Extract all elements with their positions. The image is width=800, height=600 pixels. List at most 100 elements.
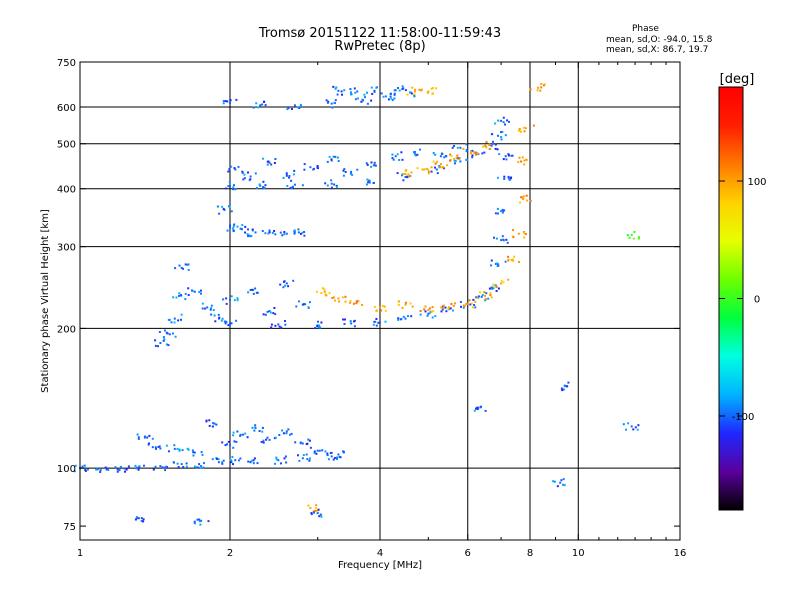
echo-point xyxy=(537,86,539,89)
echo-point xyxy=(502,209,505,212)
echo-point xyxy=(333,457,336,459)
echo-point xyxy=(350,91,352,94)
echo-point xyxy=(500,119,503,122)
echo-point xyxy=(508,154,510,157)
echo-point xyxy=(297,454,299,457)
echo-point xyxy=(622,423,625,426)
echo-point xyxy=(413,94,416,97)
echo-point xyxy=(154,465,157,468)
echo-point xyxy=(456,146,459,149)
echo-point xyxy=(305,453,308,456)
echo-point xyxy=(330,158,333,161)
echo-point xyxy=(229,102,231,104)
echo-point xyxy=(279,283,282,286)
echo-point xyxy=(500,282,503,285)
echo-point xyxy=(490,259,493,262)
echo-point xyxy=(434,166,436,169)
echo-point xyxy=(165,465,168,468)
chart-subtitle: RwPretec (8p) xyxy=(334,39,426,54)
echo-point xyxy=(520,130,522,133)
echo-point xyxy=(288,176,291,179)
echo-point xyxy=(529,199,532,202)
echo-point xyxy=(336,93,339,96)
echo-point xyxy=(262,180,265,183)
echo-point xyxy=(375,310,378,313)
echo-point xyxy=(453,157,455,160)
echo-point xyxy=(468,299,471,302)
echo-point xyxy=(137,468,140,471)
echo-point xyxy=(477,406,480,409)
echo-point xyxy=(476,408,479,410)
echo-point xyxy=(465,143,468,146)
echo-point xyxy=(432,160,435,163)
echo-point xyxy=(330,159,333,162)
echo-point xyxy=(324,450,327,453)
echo-point xyxy=(163,338,166,341)
echo-point xyxy=(316,325,319,328)
echo-point xyxy=(235,319,238,322)
echo-point xyxy=(475,296,477,299)
echo-point xyxy=(228,168,231,171)
echo-point xyxy=(330,186,333,189)
echo-point xyxy=(559,481,562,484)
echo-point xyxy=(303,163,306,166)
echo-point xyxy=(297,228,300,231)
echo-point xyxy=(239,457,242,460)
echo-point xyxy=(495,285,498,288)
echo-point xyxy=(373,90,376,93)
echo-point xyxy=(482,145,484,148)
echo-point xyxy=(224,100,227,103)
echo-point xyxy=(361,303,364,306)
echo-point xyxy=(637,424,640,427)
echo-point xyxy=(473,304,476,306)
echo-point xyxy=(402,315,405,318)
echo-point xyxy=(224,187,227,190)
echo-point xyxy=(493,236,495,239)
echo-point xyxy=(628,236,631,239)
echo-point xyxy=(205,419,208,422)
echo-point xyxy=(225,302,228,305)
echo-point xyxy=(398,89,401,92)
echo-point xyxy=(318,449,321,452)
echo-point xyxy=(241,228,243,231)
echo-point xyxy=(473,151,476,154)
echo-point xyxy=(184,298,187,301)
echo-point xyxy=(319,326,322,329)
echo-point xyxy=(506,119,509,122)
echo-point xyxy=(484,294,487,297)
echo-point xyxy=(502,281,505,284)
echo-point xyxy=(442,304,445,307)
echo-point xyxy=(440,306,442,309)
echo-point xyxy=(425,167,428,170)
echo-point xyxy=(519,201,522,204)
echo-point xyxy=(351,173,354,176)
echo-point xyxy=(366,178,369,181)
echo-point xyxy=(505,158,508,161)
echo-point xyxy=(552,480,555,483)
echo-point xyxy=(232,230,235,233)
echo-point xyxy=(504,134,507,137)
echo-point xyxy=(462,306,465,309)
echo-point xyxy=(510,154,513,157)
echo-point xyxy=(521,196,524,199)
echo-point xyxy=(372,182,375,184)
echo-point xyxy=(318,515,321,518)
echo-point xyxy=(134,464,137,467)
echo-point xyxy=(342,450,344,453)
echo-point xyxy=(490,286,493,289)
echo-point xyxy=(267,232,270,235)
echo-point xyxy=(396,153,399,156)
echo-point xyxy=(384,309,387,312)
echo-point xyxy=(501,130,504,133)
echo-point xyxy=(256,291,259,294)
echo-point xyxy=(560,387,563,390)
echo-point xyxy=(324,293,327,296)
echo-point xyxy=(285,174,288,177)
echo-point xyxy=(471,149,474,152)
echo-point xyxy=(500,239,503,242)
echo-point xyxy=(224,322,227,325)
echo-point xyxy=(177,466,180,468)
echo-point xyxy=(217,313,220,316)
echo-point xyxy=(270,163,273,166)
echo-point xyxy=(331,106,334,109)
